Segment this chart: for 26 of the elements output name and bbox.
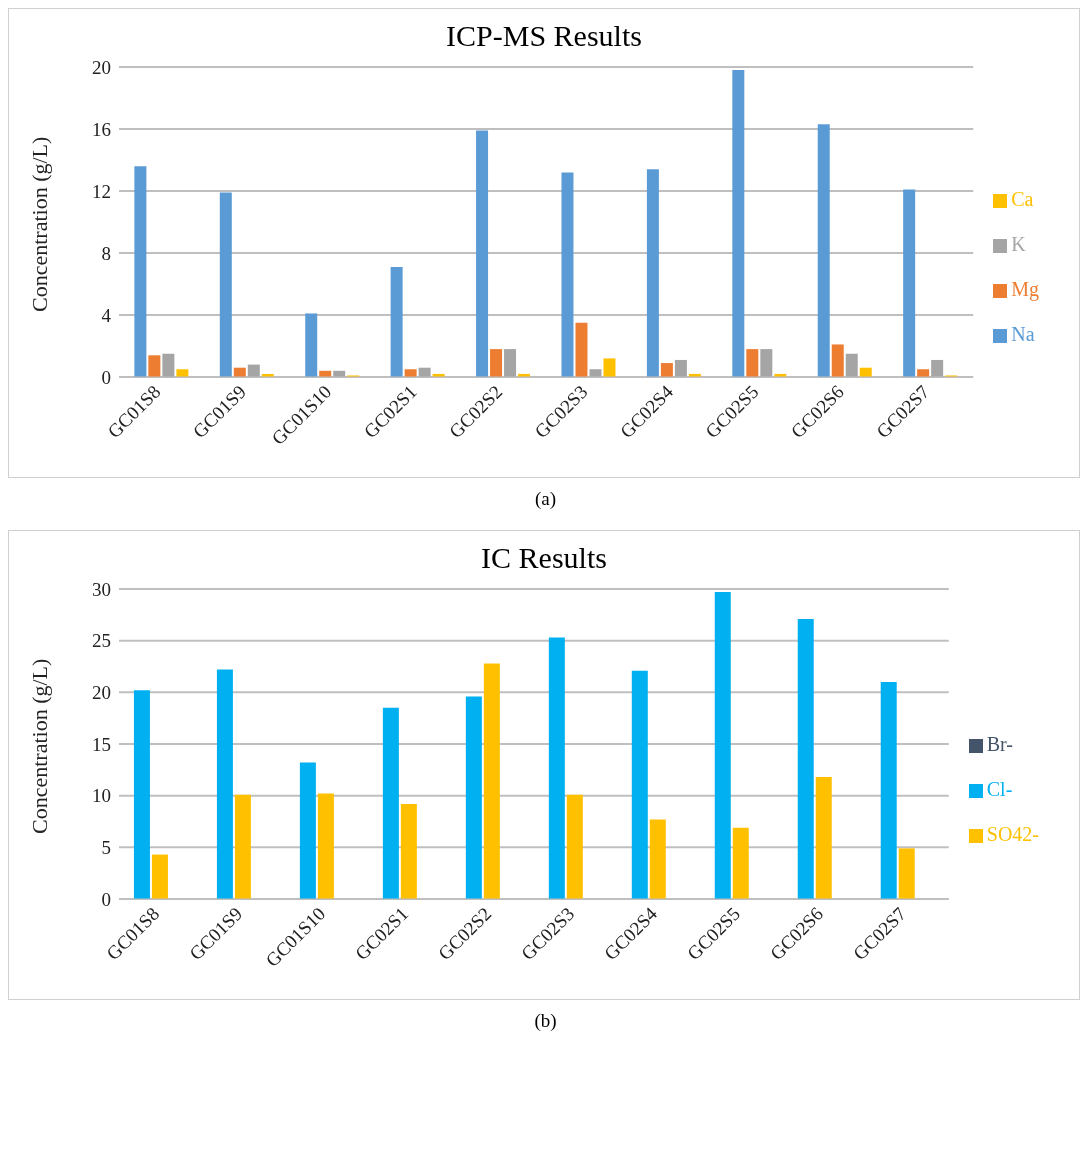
legend-label: Br-: [986, 732, 1014, 755]
y-axis-title: Concentration (g/L): [26, 136, 52, 312]
legend-label: Na: [1011, 323, 1035, 345]
y-tick-label: 12: [92, 180, 111, 202]
y-tick-label: 0: [101, 888, 111, 910]
legend-label: Ca: [1011, 188, 1034, 210]
legend-label: Cl-: [986, 777, 1013, 800]
y-tick-label: 5: [101, 837, 111, 859]
legend-label: Mg: [1011, 278, 1039, 300]
y-tick-label: 10: [92, 785, 111, 807]
y-tick-label: 20: [92, 56, 111, 78]
y-tick-label: 4: [101, 304, 112, 326]
y-tick-label: 20: [92, 682, 111, 704]
legend-label: SO42-: [986, 822, 1039, 845]
y-tick-label: 30: [92, 578, 111, 600]
text: (b): [533, 1010, 558, 1032]
chart-title: IC Results: [480, 541, 608, 575]
y-tick-label: 15: [92, 733, 111, 755]
y-tick-label: 0: [101, 366, 111, 388]
y-axis-title: Concentration (g/L): [26, 658, 52, 834]
chart-title: ICP-MS Results: [445, 19, 643, 53]
y-tick-label: 16: [92, 118, 111, 140]
y-tick-label: 8: [101, 242, 111, 264]
y-tick-label: 25: [92, 630, 111, 652]
text: (a): [533, 488, 558, 510]
legend-label: K: [1011, 233, 1026, 255]
